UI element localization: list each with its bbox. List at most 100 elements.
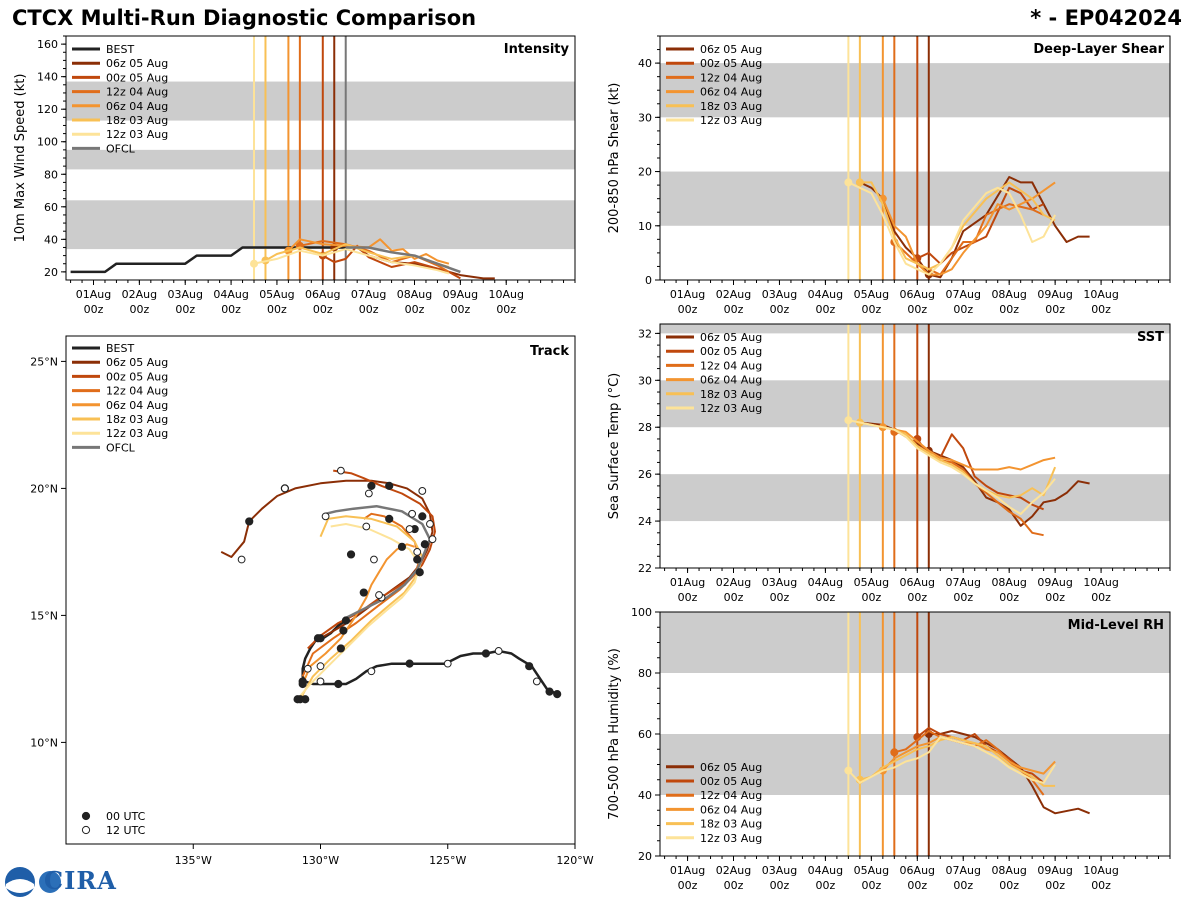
legend-label: 12z 03 Aug: [700, 114, 762, 127]
threshold-band: [66, 81, 575, 121]
y-tick-label: 10: [638, 220, 652, 233]
plot-area: [660, 36, 1170, 280]
y-tick-label: 140: [37, 71, 58, 84]
x-tick-label: 06Aug: [900, 288, 935, 301]
plot-area: [660, 324, 1170, 568]
legend-label: 06z 04 Aug: [106, 100, 168, 113]
plot-area: [660, 612, 1170, 856]
legend-label: 06z 04 Aug: [700, 86, 762, 99]
x-tick-label: 02Aug: [716, 864, 751, 877]
track-point-12utc: [367, 667, 376, 676]
x-tick-label: 10Aug: [1083, 864, 1118, 877]
x-tick-label: 00z: [724, 303, 744, 316]
track-point-12utc: [316, 677, 325, 686]
x-tick-label: 00z: [999, 591, 1019, 604]
x-tick-label: 00z: [405, 303, 425, 316]
x-tick-label: 09Aug: [1037, 288, 1072, 301]
track-point-00utc: [385, 514, 394, 523]
track-point-00utc: [298, 679, 307, 689]
x-tick-label: 00z: [678, 591, 698, 604]
track-point-12utc: [362, 522, 371, 531]
legend-label: 12z 04 Aug: [700, 71, 762, 84]
track-point-00utc: [405, 659, 414, 668]
x-tick-label: 03Aug: [762, 864, 797, 877]
legend-label: 00z 05 Aug: [106, 370, 168, 383]
storm-id: * - EP042024: [1030, 6, 1182, 30]
x-tick-label: 01Aug: [670, 576, 705, 589]
track-point-12utc: [408, 509, 417, 518]
legend-label: 12z 04 Aug: [700, 789, 762, 802]
y-tick-label: 32: [638, 327, 652, 340]
track-point-12utc: [426, 520, 434, 528]
legend-label: 18z 03 Aug: [106, 114, 168, 127]
x-tick-label: 08Aug: [991, 864, 1026, 877]
x-tick-label: 02Aug: [716, 576, 751, 589]
x-tick-label: 00z: [999, 303, 1019, 316]
x-tick-label: 07Aug: [946, 288, 981, 301]
panel-sst: 22 24 26 28 30 32 01Aug 00z 02Aug 00z 03Aug 00z 04Au…: [607, 323, 1171, 604]
track-point-00utc: [367, 481, 376, 490]
legend-label: OFCL: [106, 441, 136, 454]
y-tick-label: 30: [638, 111, 652, 124]
threshold-band: [66, 149, 575, 170]
series-marker: [855, 178, 864, 187]
y-tick-label: 100: [631, 606, 652, 619]
legend-label: 12z 03 Aug: [700, 832, 762, 845]
y-tick-label: 20°N: [30, 482, 58, 495]
track-point-00utc: [385, 481, 394, 490]
track-point-12utc: [336, 466, 345, 475]
x-tick-label: 00z: [496, 303, 516, 316]
track-point-00utc: [415, 568, 424, 577]
series-marker: [913, 434, 922, 443]
legend-label: 06z 05 Aug: [106, 356, 168, 369]
x-tick-label: 00z: [816, 879, 836, 892]
legend-label: 12z 04 Aug: [700, 359, 762, 372]
series-line: [848, 419, 1056, 515]
x-tick-label: 04Aug: [808, 864, 843, 877]
legend-label: 06z 04 Aug: [700, 803, 762, 816]
legend-label: 18z 03 Aug: [700, 388, 762, 401]
track-point-00utc: [359, 588, 368, 597]
track-point-00utc: [545, 687, 554, 696]
y-tick-label: 20: [638, 850, 652, 863]
x-tick-label: 06Aug: [900, 864, 935, 877]
legend-label: 00z 05 Aug: [106, 71, 168, 84]
y-tick-label: 15°N: [30, 609, 58, 622]
x-tick-label: 10Aug: [1083, 288, 1118, 301]
x-tick-label: 00z: [129, 303, 149, 316]
series-line: [345, 246, 461, 274]
y-tick-label: 40: [44, 233, 58, 246]
threshold-band: [660, 734, 1170, 795]
y-tick-label: 28: [638, 421, 652, 434]
track-point-00utc: [553, 690, 562, 699]
track-point-12utc: [321, 512, 330, 521]
track-point-12utc: [375, 591, 383, 599]
x-tick-label: 00z: [175, 303, 195, 316]
x-tick-label: 00z: [1045, 591, 1065, 604]
series-line: [928, 730, 1090, 815]
x-tick-label: 04Aug: [808, 576, 843, 589]
y-tick-label: 60: [638, 728, 652, 741]
series-line: [70, 246, 346, 274]
y-tick-label: 22: [638, 562, 652, 575]
x-tick-label: 07Aug: [351, 288, 386, 301]
track-point-12utc: [364, 489, 373, 498]
track-point-00utc: [293, 695, 302, 704]
x-tick-label: 01Aug: [670, 864, 705, 877]
x-tick-label: 09Aug: [1037, 576, 1072, 589]
y-tick-label: 0: [645, 274, 652, 287]
track-point-00utc: [481, 649, 491, 658]
track-point-12utc: [303, 664, 312, 673]
series-line: [253, 248, 450, 275]
legend-marker-12utc: [81, 825, 91, 835]
y-tick-label: 100: [37, 136, 58, 149]
track-point-12utc: [237, 555, 246, 564]
x-tick-label: 10Aug: [1083, 576, 1118, 589]
x-tick-label: 00z: [1091, 591, 1111, 604]
x-tick-label: 00z: [770, 303, 790, 316]
track-point-12utc: [494, 647, 503, 655]
legend-label: 00z 05 Aug: [700, 345, 762, 358]
panel-shear: 0 10 20 30 40 01Aug 00z 02Aug 00z 03Aug 00z 04Aug 00…: [607, 35, 1171, 316]
panel-title: Deep-Layer Shear: [1033, 42, 1164, 57]
